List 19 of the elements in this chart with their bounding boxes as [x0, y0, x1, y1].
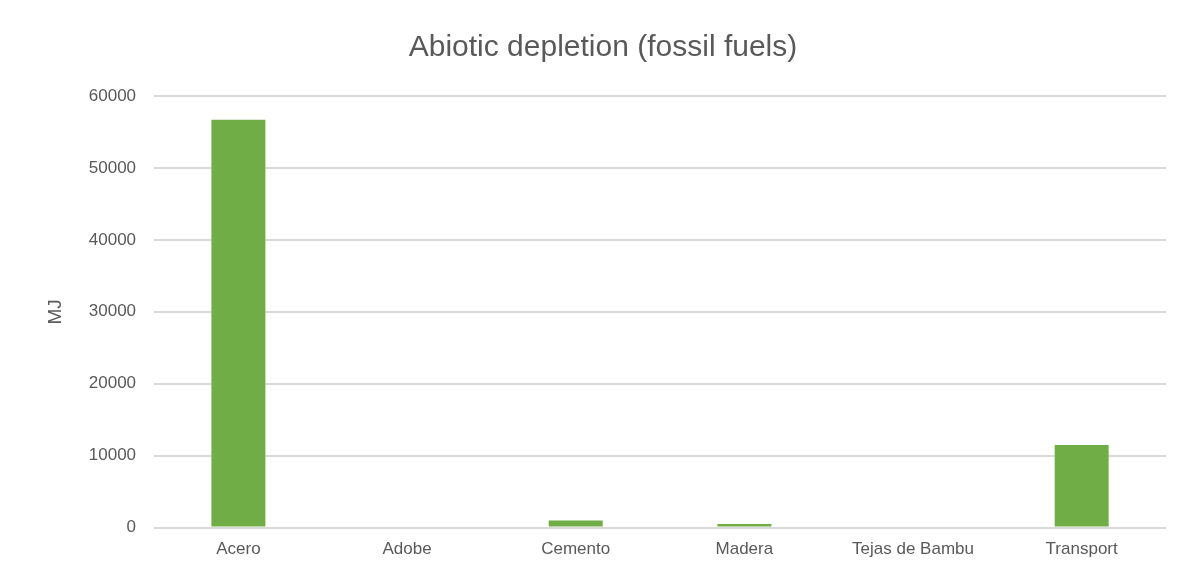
y-tick-label: 40000 — [88, 229, 137, 249]
x-tick-label: Madera — [715, 539, 774, 559]
y-tick-label: 20000 — [88, 373, 137, 393]
y-tick-label: 10000 — [88, 445, 137, 465]
bar — [548, 520, 603, 527]
x-tick-label: Cemento — [541, 539, 611, 559]
chart-title: Abiotic depletion (fossil fuels) — [408, 29, 798, 63]
bar — [717, 524, 772, 527]
y-tick-label: 50000 — [88, 157, 137, 177]
bar — [211, 119, 266, 527]
y-tick-label: 60000 — [88, 85, 137, 105]
y-tick-label: 0 — [126, 517, 137, 537]
y-axis-title: MJ — [43, 299, 65, 325]
y-tick-label: 30000 — [88, 301, 137, 321]
bar — [1054, 444, 1109, 527]
x-tick-label: Tejas de Bambu — [852, 539, 974, 559]
x-tick-label: Transport — [1045, 539, 1118, 559]
x-tick-label: Acero — [216, 539, 261, 559]
x-tick-label: Adobe — [382, 539, 432, 559]
